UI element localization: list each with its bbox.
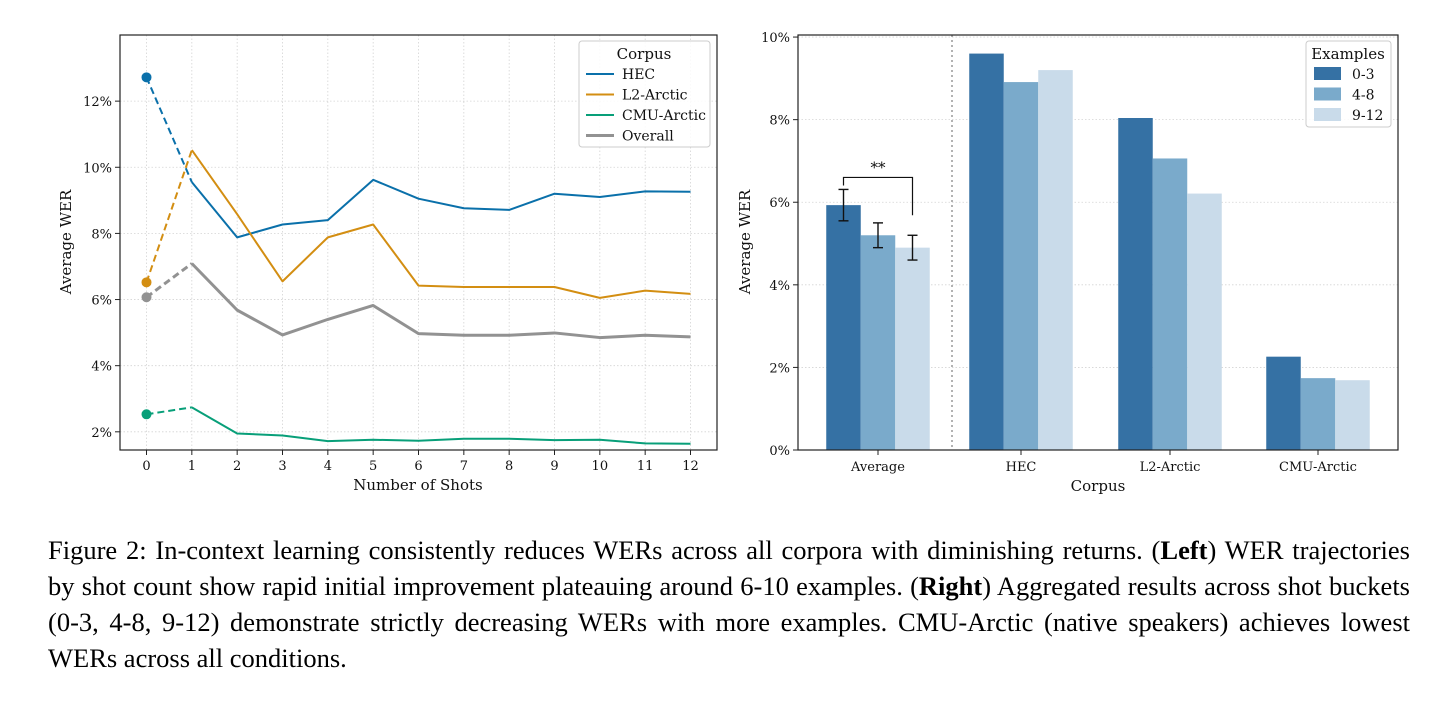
- bar-l2-arctic-4-8: [1152, 158, 1188, 451]
- right-y-tick-label: 10%: [761, 31, 790, 46]
- bar-average-0-3: [826, 205, 861, 450]
- left-x-tick-label: 2: [233, 459, 241, 474]
- left-x-axis-label: Number of Shots: [353, 476, 482, 494]
- left-series-lines: [141, 72, 691, 445]
- bar-average-9-12: [895, 247, 930, 450]
- legend-label-hec: HEC: [622, 67, 655, 83]
- right-x-tick-label: HEC: [1006, 460, 1037, 475]
- legend-label-cmu-arctic: CMU-Arctic: [622, 108, 706, 124]
- left-y-axis-label: Average WER: [57, 189, 75, 295]
- left-legend-title: Corpus: [617, 45, 672, 63]
- left-y-tick-label: 4%: [91, 360, 112, 375]
- left-x-tick-label: 6: [414, 459, 422, 474]
- significance-bracket: **: [842, 158, 914, 216]
- bar-cmu-arctic-4-8: [1300, 378, 1336, 450]
- right-y-tick-label: 8%: [769, 114, 790, 129]
- bar-hec-4-8: [1003, 82, 1039, 451]
- legend-swatch-9-12: [1314, 108, 1341, 121]
- caption-right-bold: Right: [918, 571, 983, 601]
- left-y-tick-label: 12%: [83, 95, 112, 110]
- bar-l2-arctic-0-3: [1118, 118, 1153, 450]
- series-l2-arctic-line: [191, 149, 691, 299]
- series-overall-dashed-segment: [145, 262, 193, 299]
- right-y-tick-label: 4%: [769, 279, 790, 294]
- right-x-axis-label: Corpus: [1071, 477, 1126, 495]
- series-l2-arctic-start-marker: [141, 277, 152, 288]
- right-bars: [826, 53, 1370, 451]
- right-legend-box: [1305, 40, 1392, 128]
- caption-left-text: ) WER trajectories by shot count show ra…: [48, 535, 1410, 601]
- series-overall-line: [190, 262, 691, 340]
- left-line-chart: 0 1 2 3 4 5 6 7 8 9 10 11 122%4%6%8%10%12% Number of…: [57, 34, 718, 494]
- left-x-tick-label: 10: [592, 459, 609, 474]
- series-cmu-arctic-line: [191, 406, 691, 445]
- left-x-tick-label: 3: [278, 459, 286, 474]
- legend-label-l2-arctic: L2-Arctic: [622, 88, 688, 104]
- right-y-tick-label: 6%: [769, 196, 790, 211]
- right-bar-chart: ** 0% 2% 4% 6% 8% 10% Average HEC L2-Arctic CMU-A…: [736, 31, 1399, 495]
- left-legend: Corpus HEC L2-Arctic CMU-Arctic Overall: [578, 40, 711, 148]
- right-ticks: 0% 2% 4% 6% 8% 10% Average HEC L2-Arctic CMU-Arct…: [761, 31, 1357, 475]
- bar-cmu-arctic-9-12: [1335, 380, 1370, 450]
- series-hec-start-marker: [141, 72, 152, 83]
- series-hec-dashed-segment: [145, 76, 193, 183]
- left-legend-box: [578, 40, 711, 148]
- legend-label-9-12: 9-12: [1352, 108, 1383, 124]
- legend-label-overall: Overall: [622, 129, 674, 145]
- left-y-tick-label: 10%: [83, 161, 112, 176]
- figure-caption: Figure 2: In-context learning consistent…: [48, 532, 1410, 676]
- right-plot-frame: [797, 34, 1399, 451]
- right-y-tick-label: 2%: [769, 361, 790, 376]
- caption-left-bold: Left: [1160, 535, 1208, 565]
- left-x-tick-label: 4: [324, 459, 332, 474]
- bar-hec-9-12: [1038, 70, 1073, 451]
- series-l2-arctic-dashed-segment: [145, 149, 193, 283]
- left-y-tick-label: 2%: [91, 426, 112, 441]
- caption-label: Figure 2: In-context learning consistent…: [48, 535, 1161, 565]
- series-overall-start-marker: [141, 292, 152, 303]
- legend-label-4-8: 4-8: [1352, 88, 1375, 104]
- right-y-axis-label: Average WER: [736, 189, 754, 295]
- bar-hec-0-3: [969, 53, 1004, 450]
- bar-average-4-8: [860, 235, 896, 450]
- caption-right-text: ) Aggregated results across shot buckets…: [48, 571, 1410, 673]
- series-cmu-arctic-start-marker: [141, 409, 152, 420]
- legend-label-0-3: 0-3: [1352, 67, 1375, 83]
- bar-l2-arctic-9-12: [1187, 193, 1222, 450]
- right-error-bars: [838, 188, 918, 261]
- legend-swatch-0-3: [1314, 67, 1341, 80]
- significance-label: **: [871, 158, 887, 176]
- bar-cmu-arctic-0-3: [1266, 356, 1301, 450]
- series-cmu-arctic-dashed-segment: [146, 406, 192, 416]
- left-x-tick-label: 1: [188, 459, 196, 474]
- legend-swatch-4-8: [1314, 87, 1341, 101]
- right-x-tick-label: CMU-Arctic: [1279, 460, 1357, 475]
- significance-bracket-line: [842, 176, 914, 216]
- right-legend-title: Examples: [1311, 45, 1385, 63]
- left-x-tick-label: 11: [637, 459, 654, 474]
- left-x-tick-label: 7: [460, 459, 468, 474]
- right-x-tick-label: L2-Arctic: [1140, 460, 1201, 475]
- series-hec-line: [191, 178, 691, 239]
- left-y-tick-label: 6%: [91, 294, 112, 309]
- left-ticks: 0 1 2 3 4 5 6 7 8 9 10 11 122%4%6%8%10%12%: [83, 95, 699, 474]
- right-x-tick-label: Average: [850, 460, 905, 475]
- left-x-tick-label: 5: [369, 459, 377, 474]
- left-y-tick-label: 8%: [91, 227, 112, 242]
- left-x-tick-label: 12: [682, 459, 699, 474]
- right-legend: Examples 0-3 4-8 9-12: [1305, 40, 1392, 128]
- right-y-tick-label: 0%: [769, 444, 790, 459]
- left-x-tick-label: 0: [142, 459, 150, 474]
- left-x-tick-label: 8: [505, 459, 513, 474]
- left-x-tick-label: 9: [550, 459, 558, 474]
